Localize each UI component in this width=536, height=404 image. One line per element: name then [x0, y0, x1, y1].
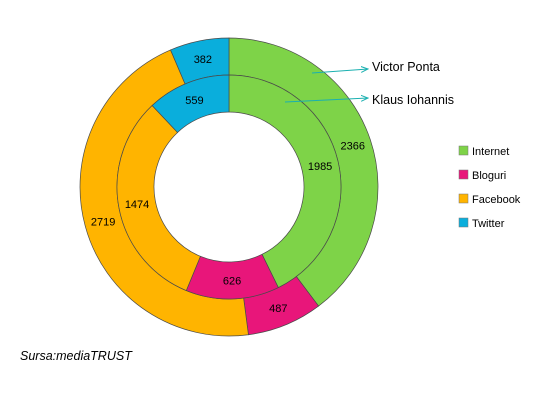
legend-swatch-facebook	[458, 193, 469, 204]
value-label-victor-ponta-bloguri: 487	[269, 303, 287, 315]
annotation-victor-ponta: Victor Ponta	[372, 60, 440, 74]
annotation-klaus-iohannis: Klaus Iohannis	[372, 93, 454, 107]
legend: Internet Bloguri Facebook Twitter	[458, 145, 521, 230]
value-label-victor-ponta-facebook: 2719	[91, 216, 115, 228]
inner-ring	[116, 74, 342, 300]
source-note: Sursa:mediaTRUST	[20, 349, 132, 363]
value-label-klaus-iohannis-facebook: 1474	[125, 199, 149, 211]
slice-klaus-iohannis-internet	[228, 74, 342, 289]
slice-klaus-iohannis-facebook	[116, 105, 201, 292]
legend-label-twitter: Twitter	[472, 218, 505, 230]
legend-label-internet: Internet	[472, 146, 509, 158]
legend-label-facebook: Facebook	[472, 194, 521, 206]
legend-swatch-internet	[458, 145, 469, 156]
annotation-arrow-klaus-iohannis	[284, 98, 368, 103]
value-label-klaus-iohannis-bloguri: 626	[223, 275, 241, 287]
annotation-arrow-victor-ponta	[311, 69, 368, 74]
data-labels: 2366 487 2719 382 1985 626 1474 559	[91, 54, 365, 315]
legend-label-bloguri: Bloguri	[472, 170, 506, 182]
value-label-klaus-iohannis-internet: 1985	[308, 161, 332, 173]
value-label-klaus-iohannis-twitter: 559	[185, 95, 203, 107]
legend-swatch-bloguri	[458, 169, 469, 180]
value-label-victor-ponta-internet: 2366	[341, 141, 365, 153]
value-label-victor-ponta-twitter: 382	[194, 54, 212, 66]
slice-klaus-iohannis-twitter	[151, 74, 230, 133]
legend-swatch-twitter	[458, 217, 469, 228]
